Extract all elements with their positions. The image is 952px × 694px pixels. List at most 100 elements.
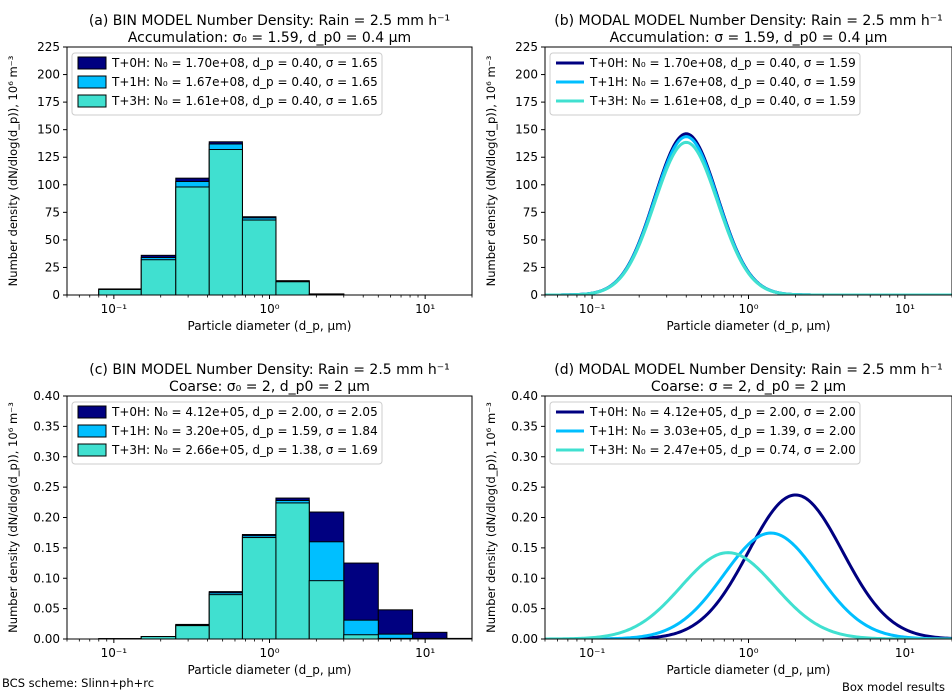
plot-area-b xyxy=(545,132,952,295)
legend-c xyxy=(71,401,383,465)
legend-swatch-a-0 xyxy=(77,56,107,70)
legend-label-b-2: T+3H: N₀ = 1.61e+08, d_p = 0.40, σ = 1.5… xyxy=(589,94,856,108)
xtick-label-d-1: 10⁰ xyxy=(738,646,758,660)
footer-scheme-label: BCS scheme: Slinn+ph+rc xyxy=(2,676,155,690)
bar-c-s2-b6 xyxy=(275,502,310,639)
xtick-label-c-1: 10⁰ xyxy=(259,646,279,660)
legend-label-b-0: T+0H: N₀ = 1.70e+08, d_p = 0.40, σ = 1.5… xyxy=(589,56,856,70)
xtick-label-d-0: 10⁻¹ xyxy=(579,646,606,660)
ylabel-d: Number density (dN/dlog(d_p)), 10⁶ m⁻³ xyxy=(484,402,498,633)
ytick-label-c-4: 0.20 xyxy=(33,511,60,525)
ytick-label-c-3: 0.15 xyxy=(33,541,60,555)
legend-label-a-0: T+0H: N₀ = 1.70e+08, d_p = 0.40, σ = 1.6… xyxy=(111,56,378,70)
line-d-s0 xyxy=(545,493,952,639)
legend-label-d-0: T+0H: N₀ = 4.12e+05, d_p = 2.00, σ = 2.0… xyxy=(589,405,856,419)
ytick-label-d-5: 0.25 xyxy=(511,480,538,494)
xtick-label-d-2: 10¹ xyxy=(895,646,915,660)
ylabel-c: Number density (dN/dlog(d_p)), 10⁶ m⁻³ xyxy=(6,402,20,633)
bar-a-s2-b4 xyxy=(208,149,243,295)
ytick-label-d-6: 0.30 xyxy=(511,450,538,464)
xtick-label-a-1: 10⁰ xyxy=(259,302,279,316)
ytick-label-c-5: 0.25 xyxy=(33,480,60,494)
ytick-label-d-3: 0.15 xyxy=(511,541,538,555)
ytick-label-c-2: 0.10 xyxy=(33,571,60,585)
ytick-label-a-1: 25 xyxy=(45,260,60,274)
legend-swatch-c-2 xyxy=(77,443,107,457)
ylabel-b: Number density (dN/dlog(d_p)), 10⁶ m⁻³ xyxy=(484,55,498,286)
xtick-label-c-2: 10¹ xyxy=(415,646,435,660)
legend-swatch-a-2 xyxy=(77,94,107,108)
legend-b xyxy=(549,52,861,116)
ytick-label-a-4: 100 xyxy=(37,178,60,192)
legend-label-b-1: T+1H: N₀ = 1.67e+08, d_p = 0.40, σ = 1.5… xyxy=(589,75,856,89)
ytick-label-d-7: 0.35 xyxy=(511,419,538,433)
chart-d: 0.00 0.05 0.10 0.15 0.20 0.25 0.30 0.35 0.40 10⁻¹… xyxy=(484,362,952,677)
bar-c-s2-b8 xyxy=(343,634,379,639)
bar-a-s2-b2 xyxy=(140,259,177,295)
plot-area-d xyxy=(545,493,952,639)
chart-subtitle-a: Accumulation: σ₀ = 1.59, d_p0 = 0.4 μm xyxy=(128,30,411,46)
ytick-label-b-8: 200 xyxy=(515,68,538,82)
legend-label-c-1: T+1H: N₀ = 3.20e+05, d_p = 1.59, σ = 1.8… xyxy=(111,424,378,438)
ytick-label-a-5: 125 xyxy=(37,150,60,164)
xlabel-c: Particle diameter (d_p, μm) xyxy=(188,663,352,677)
ytick-label-c-6: 0.30 xyxy=(33,450,60,464)
xtick-label-c-0: 10⁻¹ xyxy=(101,646,128,660)
legend-label-d-2: T+3H: N₀ = 2.47e+05, d_p = 0.74, σ = 2.0… xyxy=(589,443,856,457)
chart-title-a: (a) BIN MODEL Number Density: Rain = 2.5… xyxy=(89,13,450,29)
ytick-label-b-1: 25 xyxy=(523,260,538,274)
ytick-label-a-2: 50 xyxy=(45,233,60,247)
legend-d xyxy=(549,401,861,465)
bar-c-s2-b5 xyxy=(241,537,277,639)
ytick-label-d-2: 0.10 xyxy=(511,571,538,585)
xtick-label-a-2: 10¹ xyxy=(415,302,435,316)
xtick-label-b-2: 10¹ xyxy=(895,302,915,316)
chart-subtitle-c: Coarse: σ₀ = 2, d_p0 = 2 μm xyxy=(169,379,370,395)
chart-a: 0 25 50 75 100 125 150 175 200 225 10⁻¹ 10⁰ 10¹ (a) B… xyxy=(6,13,473,333)
chart-title-b: (b) MODAL MODEL Number Density: Rain = 2… xyxy=(554,13,942,29)
xlabel-b: Particle diameter (d_p, μm) xyxy=(667,319,831,333)
ytick-label-b-2: 50 xyxy=(523,233,538,247)
ytick-label-d-4: 0.20 xyxy=(511,511,538,525)
ytick-label-c-7: 0.35 xyxy=(33,419,60,433)
bar-c-s2-b7 xyxy=(308,580,345,639)
legend-label-d-1: T+1H: N₀ = 3.03e+05, d_p = 1.39, σ = 2.0… xyxy=(589,424,856,438)
legend-label-a-2: T+3H: N₀ = 1.61e+08, d_p = 0.40, σ = 1.6… xyxy=(111,94,378,108)
xtick-label-a-0: 10⁻¹ xyxy=(101,302,128,316)
xtick-label-b-1: 10⁰ xyxy=(738,302,758,316)
chart-title-d: (d) MODAL MODEL Number Density: Rain = 2… xyxy=(554,362,942,378)
ytick-label-c-8: 0.40 xyxy=(33,389,60,403)
bar-a-s2-b3 xyxy=(175,186,210,295)
footer-results-label: Box model results xyxy=(842,680,946,694)
chart-c: 0.00 0.05 0.10 0.15 0.20 0.25 0.30 0.35 0.40 10⁻¹… xyxy=(6,362,473,677)
legend-swatch-c-1 xyxy=(77,424,107,438)
ytick-label-b-0: 0 xyxy=(530,288,538,302)
ytick-label-d-1: 0.05 xyxy=(511,602,538,616)
xtick-label-b-0: 10⁻¹ xyxy=(579,302,606,316)
line-d-s2 xyxy=(545,551,952,639)
ylabel-a: Number density (dN/dlog(d_p)), 10⁶ m⁻³ xyxy=(6,55,20,286)
ytick-label-b-4: 100 xyxy=(515,178,538,192)
plot-area-a xyxy=(98,141,345,295)
ytick-label-a-6: 150 xyxy=(37,123,60,137)
bar-c-s2-b3 xyxy=(175,625,210,639)
ytick-label-b-6: 150 xyxy=(515,123,538,137)
bar-a-s2-b5 xyxy=(241,219,277,295)
xlabel-d: Particle diameter (d_p, μm) xyxy=(667,663,831,677)
plot-area-c xyxy=(98,497,472,639)
ytick-label-b-9: 225 xyxy=(515,40,538,54)
chart-b: 0 25 50 75 100 125 150 175 200 225 10⁻¹ 10⁰ 10¹ (b) M… xyxy=(484,13,952,333)
xlabel-a: Particle diameter (d_p, μm) xyxy=(188,319,352,333)
chart-title-c: (c) BIN MODEL Number Density: Rain = 2.5… xyxy=(89,362,449,378)
ytick-label-c-0: 0.00 xyxy=(33,632,60,646)
ytick-label-a-8: 200 xyxy=(37,68,60,82)
ytick-label-d-0: 0.00 xyxy=(511,632,538,646)
ytick-label-a-7: 175 xyxy=(37,95,60,109)
bar-a-s2-b6 xyxy=(275,281,310,295)
ytick-label-a-9: 225 xyxy=(37,40,60,54)
ytick-label-d-8: 0.40 xyxy=(511,389,538,403)
legend-label-a-1: T+1H: N₀ = 1.67e+08, d_p = 0.40, σ = 1.6… xyxy=(111,75,378,89)
ytick-label-b-3: 75 xyxy=(523,205,538,219)
legend-label-c-2: T+3H: N₀ = 2.66e+05, d_p = 1.38, σ = 1.6… xyxy=(111,443,378,457)
